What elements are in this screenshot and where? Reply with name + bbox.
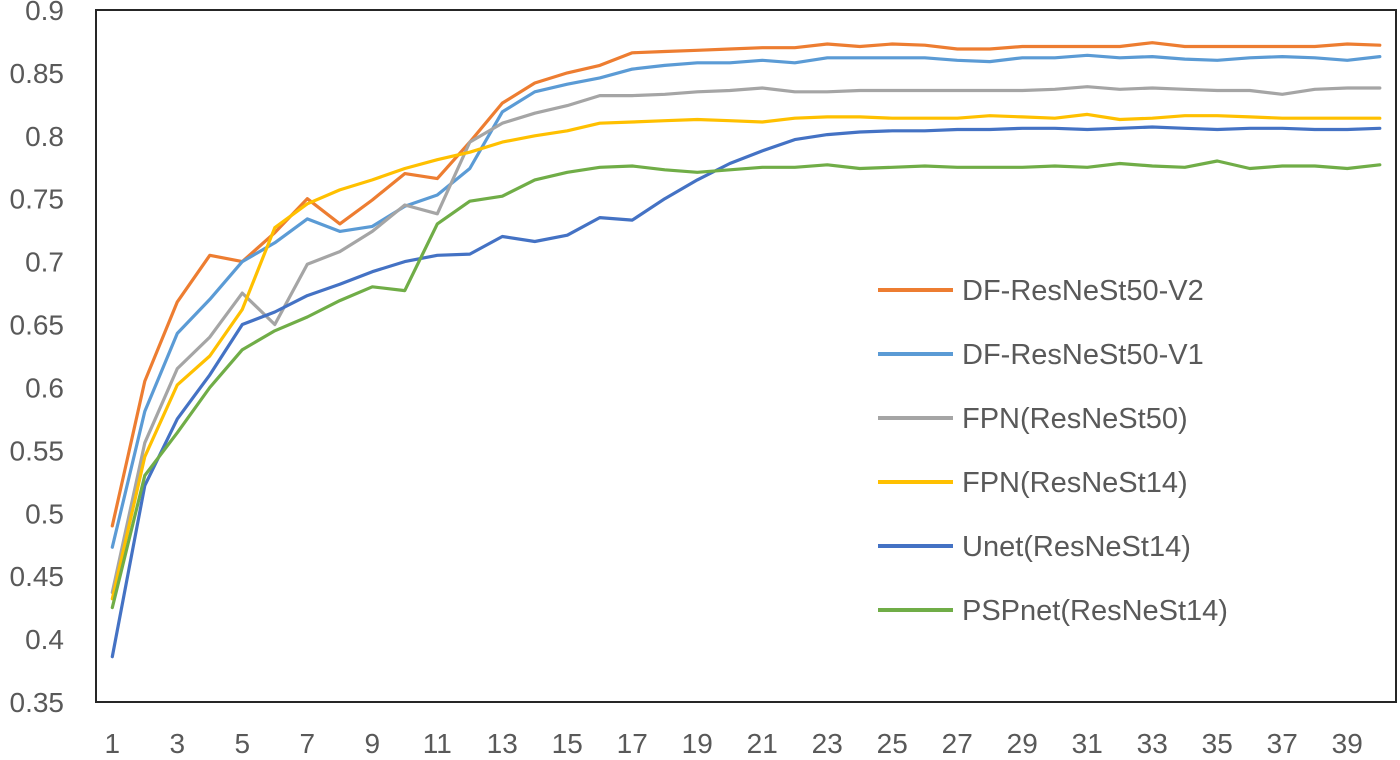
legend: DF-ResNeSt50-V2 DF-ResNeSt50-V1 FPN(ResNeS… — [878, 275, 1228, 627]
series-line-3 — [110, 112, 1382, 601]
y-axis-tick-label: 0.65 — [10, 310, 65, 341]
legend-label-0: DF-ResNeSt50-V2 — [962, 275, 1204, 307]
series-line-2 — [110, 85, 1382, 595]
y-axis-tick-label: 0.5 — [25, 498, 64, 529]
legend-item: Unet(ResNeSt14) — [878, 531, 1191, 563]
legend-label-5: PSPnet(ResNeSt14) — [962, 595, 1228, 627]
x-axis-tick-label: 17 — [617, 728, 648, 759]
y-axis-tick-label: 0.6 — [25, 372, 64, 403]
plot-border — [95, 9, 1397, 703]
y-axis-tick-label: 0.55 — [10, 435, 65, 466]
x-axis-tick-label: 19 — [682, 728, 713, 759]
legend-item: PSPnet(ResNeSt14) — [878, 595, 1228, 627]
x-axis-tick-label: 29 — [1007, 728, 1038, 759]
y-axis-tick-label: 0.75 — [10, 184, 65, 215]
x-axis-tick-label: 9 — [364, 728, 380, 759]
y-axis-tick-label: 0.8 — [25, 121, 64, 152]
x-axis-tick-label: 21 — [747, 728, 778, 759]
x-axis-tick-label: 39 — [1332, 728, 1363, 759]
y-axis-tick-label: 0.7 — [25, 247, 64, 278]
legend-item: FPN(ResNeSt50) — [878, 403, 1188, 435]
legend-item: DF-ResNeSt50-V2 — [878, 275, 1204, 307]
x-axis-tick-label: 35 — [1202, 728, 1233, 759]
x-axis-tick-label: 3 — [169, 728, 185, 759]
legend-label-4: Unet(ResNeSt14) — [962, 531, 1191, 563]
x-axis-tick-label: 31 — [1072, 728, 1103, 759]
y-axis-tick-label: 0.9 — [25, 0, 64, 26]
x-axis-tick-label: 25 — [877, 728, 908, 759]
x-axis-tick-label: 5 — [234, 728, 250, 759]
series-line-1 — [110, 53, 1382, 549]
x-axis-tick-label: 15 — [552, 728, 583, 759]
series-line-5 — [110, 159, 1382, 610]
legend-label-1: DF-ResNeSt50-V1 — [962, 339, 1204, 371]
y-axis-tick-label: 0.4 — [25, 624, 64, 655]
x-axis-tick-label: 37 — [1267, 728, 1298, 759]
x-axis-tick-label: 7 — [299, 728, 315, 759]
x-axis-tick-label: 27 — [942, 728, 973, 759]
y-axis-tick-label: 0.85 — [10, 58, 65, 89]
x-axis-tick-label: 33 — [1137, 728, 1168, 759]
legend-item: FPN(ResNeSt14) — [878, 467, 1188, 499]
y-axis-tick-label: 0.45 — [10, 561, 65, 592]
legend-label-2: FPN(ResNeSt50) — [962, 403, 1188, 435]
x-axis-tick-label: 11 — [423, 728, 452, 759]
x-axis-tick-label: 1 — [104, 728, 120, 759]
y-axis-tick-label: 0.35 — [10, 687, 65, 718]
series-line-4 — [110, 125, 1382, 659]
x-axis-tick-label: 23 — [812, 728, 843, 759]
legend-item: DF-ResNeSt50-V1 — [878, 339, 1204, 371]
x-axis-tick-label: 13 — [487, 728, 518, 759]
legend-label-3: FPN(ResNeSt14) — [962, 467, 1188, 499]
series-line-0 — [110, 41, 1382, 528]
